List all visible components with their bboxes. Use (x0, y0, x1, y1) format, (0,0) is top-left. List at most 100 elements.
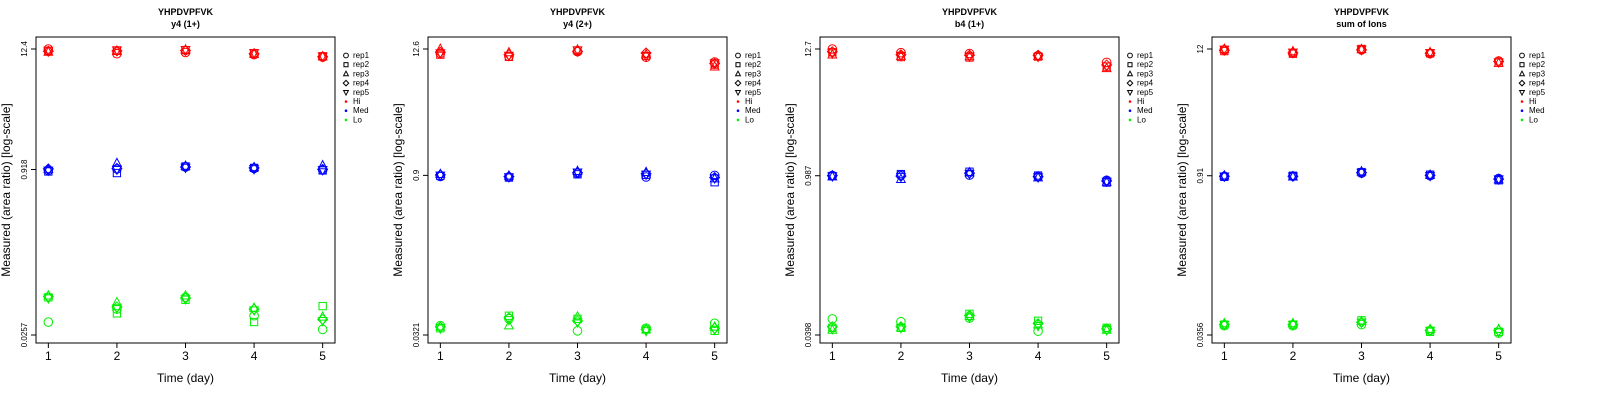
legend-symbol-rep3 (1126, 70, 1134, 77)
data-point-lo-rep5 (572, 318, 583, 329)
data-point-hi-rep1 (827, 44, 838, 54)
legend-label: rep4 (1137, 79, 1154, 88)
data-point-hi-rep5 (1032, 52, 1044, 63)
x-tick-label: 4 (1427, 349, 1434, 363)
legend-symbol-rep5 (734, 90, 742, 97)
data-point-lo-rep3 (503, 319, 515, 330)
x-tick-label: 1 (829, 349, 836, 363)
data-point-med-rep5 (895, 172, 907, 183)
data-point-hi-rep5 (640, 52, 652, 62)
data-point-lo-rep2 (249, 317, 259, 327)
x-tick-label: 1 (437, 349, 444, 363)
data-point-lo-rep3 (1356, 315, 1367, 326)
data-point-lo-rep3 (1287, 317, 1299, 328)
legend-label: rep1 (353, 51, 370, 60)
x-tick-label: 4 (643, 349, 650, 363)
data-point-lo-rep5 (1219, 320, 1230, 331)
legend-symbol-rep3 (1518, 70, 1526, 77)
y-tick-label: 0.9 (412, 169, 421, 181)
data-point-hi-rep3 (1424, 46, 1436, 57)
data-point-hi-rep5 (964, 52, 975, 63)
legend-symbol-rep3 (734, 70, 742, 77)
data-point-lo-rep2 (318, 301, 327, 311)
data-point-lo-rep3 (435, 320, 446, 331)
plot-frame (427, 36, 728, 344)
legend-symbol-rep4 (1126, 79, 1134, 87)
legend-label: Hi (1137, 97, 1145, 106)
data-point-med-rep3 (1424, 169, 1436, 179)
y-tick-label: 0.91 (1196, 167, 1205, 183)
data-point-med-rep3 (180, 159, 191, 170)
x-tick-label: 4 (251, 349, 258, 363)
legend-symbol-rep5 (1126, 90, 1134, 97)
x-tick-label: 3 (574, 349, 581, 363)
data-point-lo-rep1 (43, 317, 54, 327)
data-point-lo-rep5 (964, 313, 975, 324)
data-point-lo-rep1 (1033, 326, 1043, 336)
data-point-med-rep5 (317, 166, 328, 176)
data-point-med-rep5 (1032, 173, 1044, 184)
data-point-lo-rep5 (1032, 321, 1044, 332)
y-axis-label: Measured (area ratio) [log-scale] (391, 103, 405, 276)
data-point-med-rep5 (435, 171, 446, 182)
data-point-hi-rep3 (180, 43, 191, 54)
data-point-med-rep5 (964, 169, 975, 180)
data-point-hi-rep2 (828, 48, 837, 57)
legend-symbol-lo (1128, 118, 1132, 122)
legend-symbol-hi (344, 100, 348, 103)
chart-panel-4: YHPDVPFVK sum of Ions 1 2 3 4 5 0.0356 0.91 12 Tim… (1175, 0, 1576, 400)
chart-subtitle: y4 (1+) (171, 19, 200, 29)
y-tick-label: 0.0321 (412, 322, 421, 347)
chart-subtitle: b4 (1+) (955, 19, 984, 29)
x-tick-label: 2 (898, 349, 905, 363)
data-point-hi-rep3 (317, 50, 328, 61)
x-tick-label: 1 (1221, 349, 1228, 363)
y-tick-label: 0.918 (20, 159, 29, 180)
legend-symbol-med (344, 109, 348, 112)
chart-svg: YHPDVPFVK b4 (1+) 1 2 3 4 5 0.0398 0.987 12.7 Time… (783, 7, 1154, 385)
legend-label: Lo (745, 115, 754, 124)
data-point-hi-rep5 (435, 49, 446, 59)
data-point-med-rep5 (572, 168, 583, 179)
data-point-hi-rep5 (1356, 45, 1367, 56)
y-tick-label: 0.0398 (804, 322, 813, 347)
legend-symbol-rep3 (342, 70, 350, 77)
legend-label: rep4 (745, 79, 762, 88)
chart-title: YHPDVPFVK (942, 7, 998, 17)
data-point-lo-rep5 (180, 295, 191, 305)
data-point-hi-rep5 (1101, 62, 1112, 73)
data-point-hi-rep1 (43, 44, 54, 54)
legend-label: Lo (353, 115, 362, 124)
data-point-hi-rep5 (1424, 49, 1436, 59)
plot-frame (819, 36, 1120, 344)
legend-symbol-rep5 (1518, 90, 1526, 97)
y-tick-label: 0.0257 (20, 322, 29, 347)
data-point-lo-rep5 (435, 324, 446, 335)
data-point-lo-rep3 (964, 310, 975, 321)
data-point-lo-rep5 (1493, 328, 1504, 338)
data-point-med-rep2 (112, 168, 122, 178)
x-tick-label: 4 (1035, 349, 1042, 363)
data-point-lo-rep5 (1287, 320, 1299, 331)
data-point-med-rep5 (827, 172, 838, 183)
chart-title: YHPDVPFVK (550, 7, 606, 17)
legend-symbol-rep5 (342, 90, 350, 97)
data-point-med-rep5 (111, 165, 123, 176)
data-point-lo-rep5 (503, 316, 515, 326)
data-point-hi-rep5 (180, 46, 191, 56)
legend-label: Lo (1529, 115, 1538, 124)
legend-label: Hi (353, 97, 361, 106)
data-point-hi-rep5 (317, 52, 328, 63)
legend-symbol-rep4 (342, 79, 350, 87)
data-point-med-rep5 (503, 173, 515, 184)
x-tick-label: 5 (1103, 349, 1110, 363)
legend-label: Med (745, 106, 761, 115)
legend-label: Med (1137, 106, 1153, 115)
data-point-med-rep5 (1493, 175, 1504, 186)
chart-svg: YHPDVPFVK y4 (1+) 1 2 3 4 5 0.0257 0.918 12.4 Time… (0, 7, 370, 385)
legend-label: rep3 (1529, 69, 1546, 78)
legend-label: rep1 (1137, 51, 1154, 60)
y-tick-label: 0.0356 (1196, 322, 1205, 347)
